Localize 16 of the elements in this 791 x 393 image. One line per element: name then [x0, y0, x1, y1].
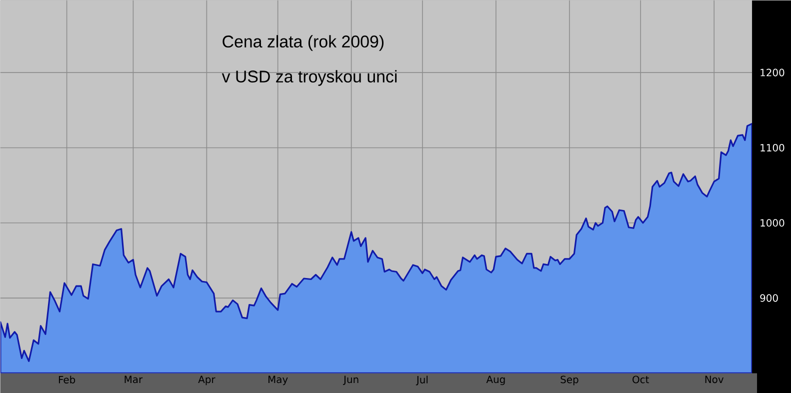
y-tick-label: 1000: [760, 219, 784, 227]
x-tick-label: Nov: [705, 376, 724, 384]
x-tick-label: Oct: [632, 376, 649, 384]
x-tick-label: Apr: [198, 376, 216, 385]
x-tick-label: May: [268, 376, 288, 385]
x-tick-label: Feb: [58, 376, 76, 384]
x-tick-label: Sep: [560, 376, 578, 386]
x-tick-label: Mar: [124, 376, 143, 384]
x-tick-label: Jun: [343, 376, 358, 385]
y-tick-label: 1200: [760, 68, 784, 76]
x-tick-label: Jul: [416, 376, 428, 386]
x-tick-label: Aug: [486, 376, 505, 385]
y-tick-label: 1100: [760, 144, 784, 152]
y-tick-label: 900: [760, 294, 778, 302]
text: Cena zlata (rok 2009): [222, 35, 384, 51]
text: v USD za troyskou unci: [222, 70, 397, 86]
